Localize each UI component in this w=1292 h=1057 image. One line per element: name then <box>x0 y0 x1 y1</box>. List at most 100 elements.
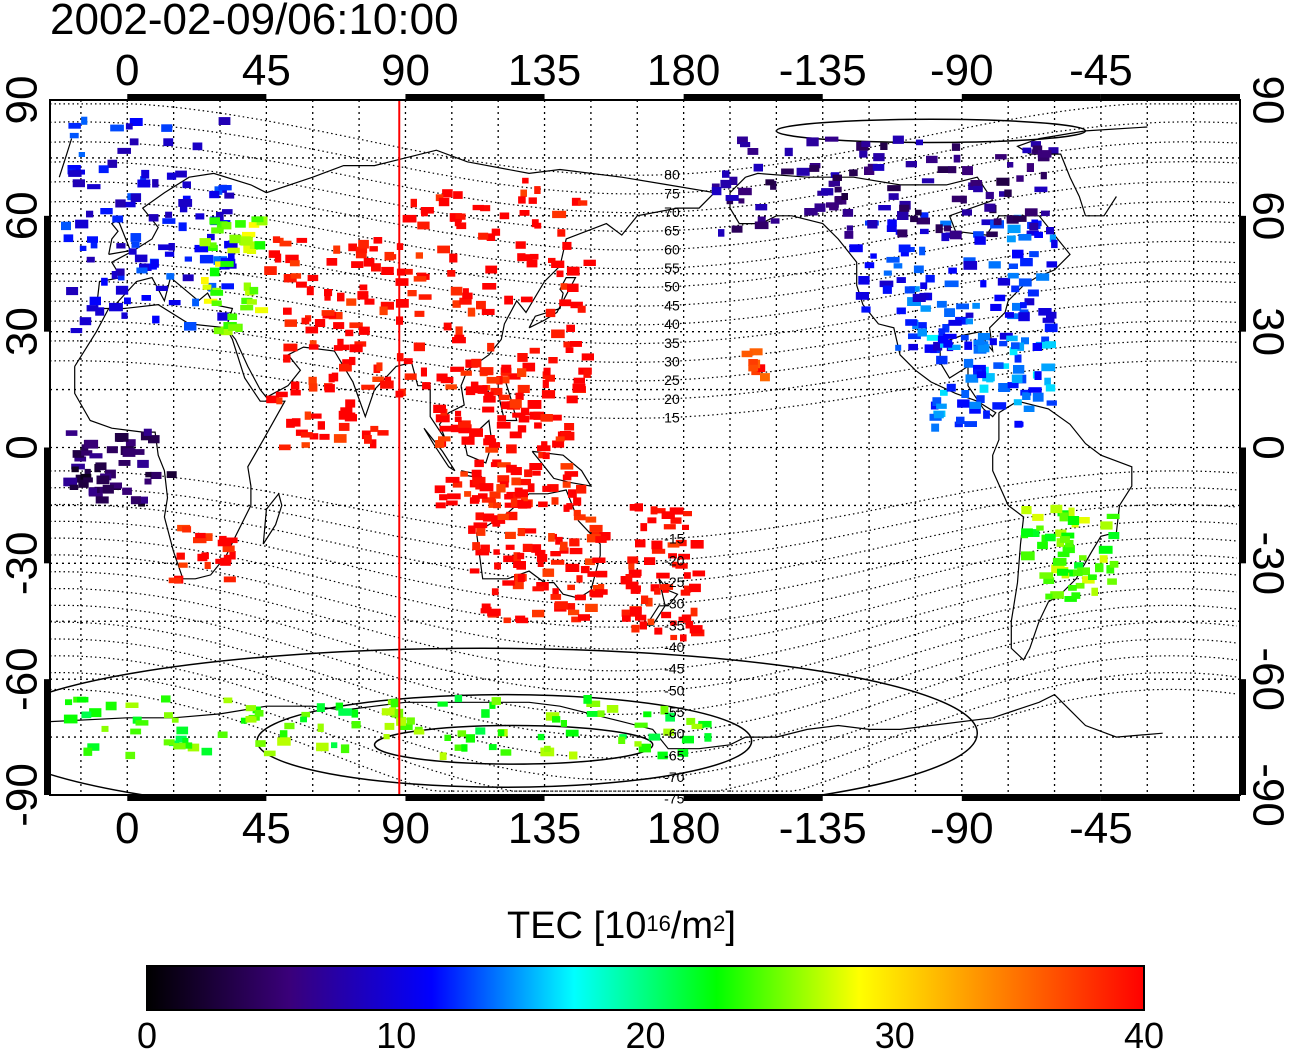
tec-pixel <box>534 549 546 556</box>
tec-pixel <box>896 307 906 315</box>
tec-pixel <box>310 413 322 419</box>
tec-pixel <box>861 306 871 313</box>
tec-pixel <box>123 201 136 208</box>
tec-pixel <box>137 459 149 468</box>
tec-pixel <box>228 240 238 249</box>
tec-pixel <box>235 220 246 228</box>
tec-pixel <box>680 589 691 596</box>
tec-pixel <box>1061 532 1075 539</box>
tec-pixel <box>1023 405 1035 412</box>
tec-pixel <box>263 750 276 757</box>
tec-pixel <box>926 155 938 164</box>
tec-pixel <box>755 204 768 211</box>
latitude-tick-label: 60 <box>0 191 47 240</box>
tec-pixel <box>973 340 985 346</box>
tec-pixel <box>479 483 494 492</box>
tec-pixel <box>511 477 521 486</box>
tec-pixel <box>168 300 181 306</box>
tec-pixel <box>606 705 619 713</box>
tec-pixel <box>364 298 375 305</box>
tec-pixel <box>576 484 587 494</box>
tec-pixel <box>70 328 83 334</box>
tec-pixel <box>1008 263 1018 269</box>
tec-pixel <box>858 276 870 285</box>
tec-pixel <box>661 611 672 619</box>
tec-pixel <box>150 259 159 268</box>
tec-pixel <box>999 363 1010 369</box>
tec-pixel <box>296 237 308 243</box>
tec-pixel <box>477 385 488 394</box>
tec-pixel <box>176 726 189 735</box>
tec-pixel <box>529 253 539 260</box>
tec-pixel <box>592 585 601 591</box>
tec-pixel <box>209 217 220 225</box>
tec-pixel <box>438 197 450 207</box>
tec-pixel <box>107 159 118 168</box>
tec-pixel <box>485 265 498 274</box>
tec-pixel <box>595 570 608 578</box>
tec-pixel <box>520 407 530 416</box>
tec-pixel <box>1013 399 1022 406</box>
tec-pixel <box>566 395 578 404</box>
frame-bar <box>405 94 545 100</box>
tec-pixel <box>501 401 514 410</box>
tec-pixel <box>568 489 577 498</box>
tec-pixel <box>458 420 471 428</box>
tec-pixel <box>517 384 530 393</box>
tec-pixel <box>552 440 565 448</box>
tec-pixel <box>668 553 677 559</box>
tec-pixel <box>178 199 193 207</box>
tec-pixel <box>129 138 139 146</box>
tec-pixel <box>534 186 541 194</box>
tec-pixel <box>81 711 92 719</box>
tec-pixel <box>211 227 224 234</box>
tec-pixel <box>491 588 499 596</box>
longitude-tick-label: -135 <box>779 804 867 853</box>
tec-pixel <box>943 339 953 348</box>
tec-pixel <box>111 271 118 279</box>
tec-pixel <box>483 438 497 446</box>
tec-pixel <box>577 305 586 313</box>
tec-pixel <box>567 584 575 591</box>
tec-pixel <box>988 261 1001 269</box>
tec-pixel <box>331 742 338 749</box>
tec-pixel <box>301 711 311 718</box>
tec-pixel <box>542 485 551 492</box>
tec-pixel <box>63 477 78 487</box>
tec-pixel <box>1107 578 1117 585</box>
tec-pixel <box>1098 545 1113 554</box>
tec-pixel <box>89 453 103 459</box>
tec-pixel <box>268 250 280 258</box>
tec-pixel <box>1076 517 1090 524</box>
coastline <box>645 578 679 626</box>
tec-pixel <box>1026 529 1040 537</box>
tec-pixel <box>634 503 643 512</box>
tec-pixel <box>150 471 162 479</box>
tec-pixel <box>829 202 839 211</box>
tec-pixel <box>963 261 978 270</box>
tec-pixel <box>173 743 186 750</box>
tec-pixel <box>1021 528 1033 537</box>
mlat-contour <box>50 200 1237 270</box>
tec-pixel <box>84 468 91 476</box>
tec-pixel <box>163 138 174 147</box>
tec-pixel <box>1012 302 1022 311</box>
tec-pixel <box>435 440 445 448</box>
tec-pixel <box>661 511 675 519</box>
tec-pixel <box>518 196 526 204</box>
tec-pixel <box>194 244 209 253</box>
mlat-label: -15 <box>664 531 684 547</box>
tec-pixel <box>494 562 501 570</box>
tec-pixel <box>993 218 1002 226</box>
tec-pixel <box>1013 365 1025 374</box>
tec-pixel <box>635 539 646 548</box>
tec-pixel <box>333 345 343 351</box>
tec-pixel <box>542 568 555 577</box>
tec-pixel <box>956 416 965 424</box>
tec-pixel <box>1057 551 1070 558</box>
tec-pixel <box>965 374 979 383</box>
tec-pixel <box>1028 387 1042 393</box>
tec-pixel <box>290 273 302 279</box>
tec-pixel <box>586 711 598 717</box>
tec-pixel <box>665 712 675 722</box>
